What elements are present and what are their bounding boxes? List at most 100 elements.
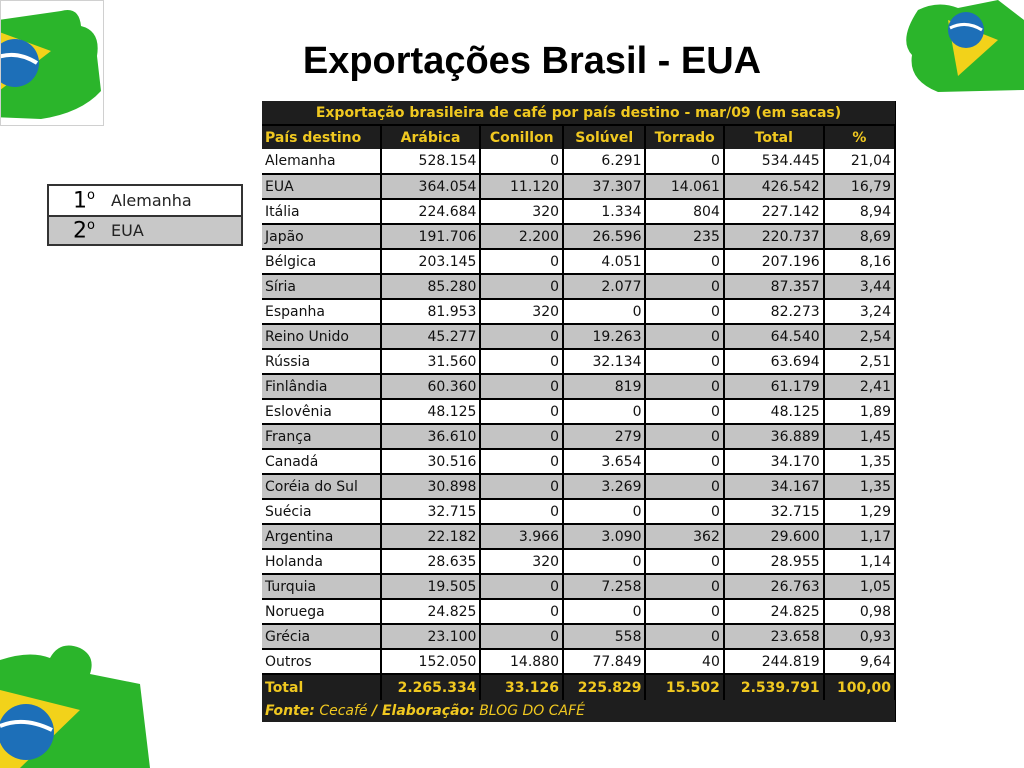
value-cell: 32.715 <box>380 499 482 525</box>
value-cell: 26.596 <box>563 224 647 250</box>
puzzle-piece-top-left <box>0 0 104 126</box>
value-cell: 34.167 <box>723 474 825 500</box>
table-row: Turquia 19.505 0 7.258 0 26.763 1,05 <box>262 574 897 600</box>
table-row: Espanha 81.953 320 0 0 82.273 3,24 <box>262 299 897 325</box>
value-cell: 0 <box>480 374 565 400</box>
value-cell: 0,93 <box>823 624 897 650</box>
ranking-position: 1o <box>73 187 95 214</box>
value-cell: 28.635 <box>380 549 482 575</box>
source-cell: Fonte: Cecafé / Elaboração: BLOG DO CAFÉ <box>262 700 895 722</box>
value-cell: 0 <box>645 574 725 600</box>
ranking-box: 1o Alemanha 2o EUA <box>47 184 243 246</box>
value-cell: 0 <box>645 449 725 475</box>
country-cell: Rússia <box>262 349 382 375</box>
source-label: Fonte: <box>265 703 315 719</box>
value-cell: 11.120 <box>480 174 565 200</box>
value-cell: 244.819 <box>723 649 825 675</box>
table-row: Japão 191.706 2.200 26.596 235 220.737 8,69 <box>262 224 897 250</box>
table-row: Canadá 30.516 0 3.654 0 34.170 1,35 <box>262 449 897 475</box>
country-cell: Finlândia <box>262 374 382 400</box>
value-cell: 2.200 <box>480 224 565 250</box>
total-label: Total <box>262 674 382 700</box>
value-cell: 0 <box>480 449 565 475</box>
value-cell: 40 <box>645 649 725 675</box>
country-cell: Reino Unido <box>262 324 382 350</box>
value-cell: 0 <box>645 149 725 175</box>
value-cell: 4.051 <box>563 249 647 275</box>
value-cell: 2,41 <box>823 374 897 400</box>
value-cell: 362 <box>645 524 725 550</box>
value-cell: 77.849 <box>563 649 647 675</box>
value-cell: 19.263 <box>563 324 647 350</box>
value-cell: 0 <box>645 499 725 525</box>
source-footer: Fonte: Cecafé / Elaboração: BLOG DO CAFÉ <box>262 700 895 722</box>
total-row: Total 2.265.334 33.126 225.829 15.502 2.539.7… <box>262 674 897 700</box>
value-cell: 2,54 <box>823 324 897 350</box>
value-cell: 0 <box>480 149 565 175</box>
table-row: Rússia 31.560 0 32.134 0 63.694 2,51 <box>262 349 897 375</box>
header-soluvel: Solúvel <box>563 125 647 149</box>
value-cell: 3.654 <box>563 449 647 475</box>
value-cell: 30.516 <box>380 449 482 475</box>
total-value: 225.829 <box>563 674 647 700</box>
value-cell: 426.542 <box>723 174 825 200</box>
credit-value: BLOG DO CAFÉ <box>479 703 585 719</box>
value-cell: 8,94 <box>823 199 897 225</box>
value-cell: 191.706 <box>380 224 482 250</box>
value-cell: 279 <box>563 424 647 450</box>
value-cell: 0 <box>480 624 565 650</box>
country-cell: Grécia <box>262 624 382 650</box>
value-cell: 3,44 <box>823 274 897 300</box>
value-cell: 0 <box>480 424 565 450</box>
value-cell: 0 <box>645 399 725 425</box>
value-cell: 0 <box>645 324 725 350</box>
country-cell: Espanha <box>262 299 382 325</box>
total-value: 15.502 <box>645 674 725 700</box>
value-cell: 0 <box>563 299 647 325</box>
table-row: EUA 364.054 11.120 37.307 14.061 426.542 16,79 <box>262 174 897 200</box>
value-cell: 0 <box>480 574 565 600</box>
value-cell: 3,24 <box>823 299 897 325</box>
value-cell: 22.182 <box>380 524 482 550</box>
value-cell: 64.540 <box>723 324 825 350</box>
value-cell: 0 <box>645 424 725 450</box>
country-cell: Holanda <box>262 549 382 575</box>
value-cell: 320 <box>480 299 565 325</box>
ranking-position: 2o <box>73 217 95 244</box>
country-cell: Turquia <box>262 574 382 600</box>
value-cell: 0 <box>645 274 725 300</box>
ranking-row: 2o EUA <box>49 215 241 244</box>
value-cell: 0 <box>480 274 565 300</box>
country-cell: EUA <box>262 174 382 200</box>
value-cell: 9,64 <box>823 649 897 675</box>
value-cell: 0 <box>480 599 565 625</box>
table-caption: Exportação brasileira de café por país d… <box>262 101 895 126</box>
ranking-row: 1o Alemanha <box>49 186 241 215</box>
country-cell: Noruega <box>262 599 382 625</box>
value-cell: 0 <box>645 624 725 650</box>
value-cell: 819 <box>563 374 647 400</box>
value-cell: 0 <box>645 549 725 575</box>
table-row: Noruega 24.825 0 0 0 24.825 0,98 <box>262 599 897 625</box>
header-arabica: Arábica <box>380 125 482 149</box>
value-cell: 320 <box>480 199 565 225</box>
value-cell: 0 <box>480 249 565 275</box>
value-cell: 28.955 <box>723 549 825 575</box>
value-cell: 6.291 <box>563 149 647 175</box>
value-cell: 36.889 <box>723 424 825 450</box>
source-value: Cecafé <box>319 703 368 719</box>
value-cell: 3.090 <box>563 524 647 550</box>
table-row: Outros 152.050 14.880 77.849 40 244.819 9,64 <box>262 649 897 675</box>
total-value: 2.265.334 <box>380 674 482 700</box>
value-cell: 24.825 <box>380 599 482 625</box>
value-cell: 0 <box>645 474 725 500</box>
export-table-panel: Exportação brasileira de café por país d… <box>262 101 897 722</box>
country-cell: França <box>262 424 382 450</box>
value-cell: 528.154 <box>380 149 482 175</box>
table-row: Eslovênia 48.125 0 0 0 48.125 1,89 <box>262 399 897 425</box>
value-cell: 1,05 <box>823 574 897 600</box>
value-cell: 14.061 <box>645 174 725 200</box>
value-cell: 81.953 <box>380 299 482 325</box>
value-cell: 2.077 <box>563 274 647 300</box>
value-cell: 63.694 <box>723 349 825 375</box>
